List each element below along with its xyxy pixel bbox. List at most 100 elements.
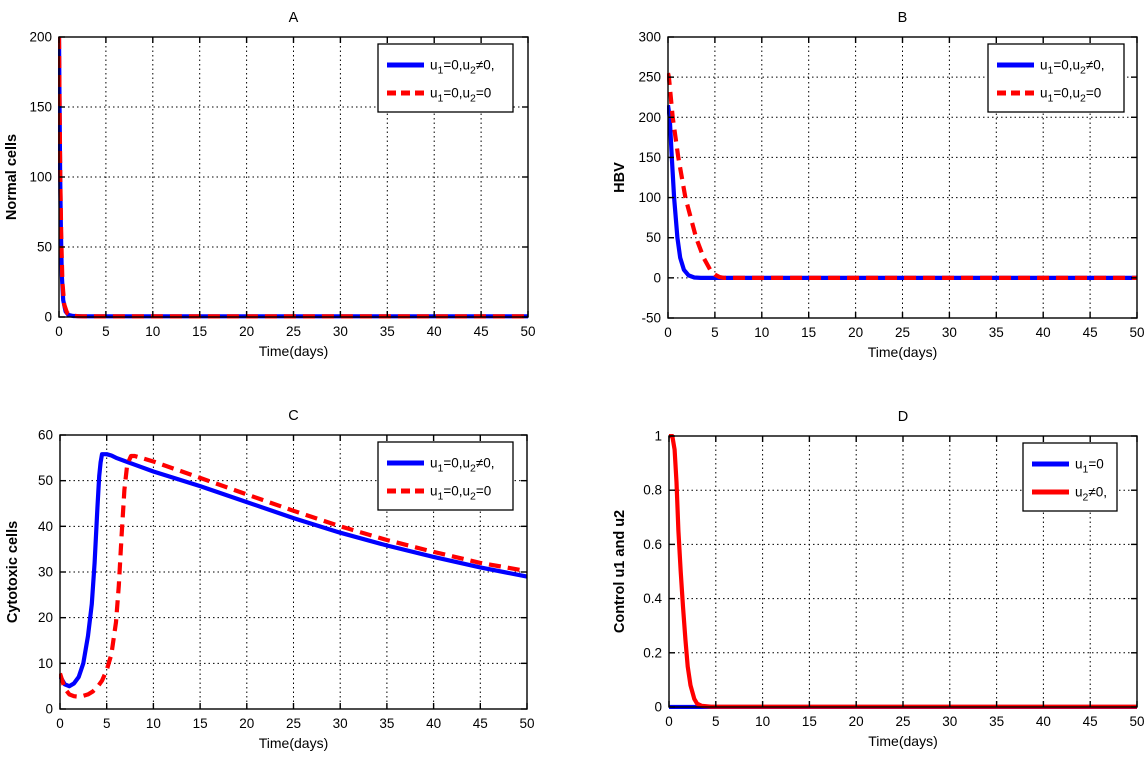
- svg-text:0: 0: [653, 270, 661, 285]
- svg-text:45: 45: [1083, 714, 1098, 729]
- y-axis-label: Control u1 and u2: [612, 510, 628, 633]
- x-axis-label: Time(days): [868, 733, 938, 749]
- chart-a-svg: 0 5 10 15 20 25 30 35 40 45 50 0 50 100 150 200 A Time(da…: [4, 10, 536, 359]
- svg-text:35: 35: [989, 325, 1004, 340]
- legend-entry-label: u1=0,u2=0: [1040, 86, 1101, 105]
- legend-entry-label: u1=0: [1075, 457, 1104, 476]
- svg-text:10: 10: [145, 324, 160, 339]
- axes-frame: [668, 435, 1138, 708]
- legend-entry-label: u2≠0,: [1075, 485, 1107, 504]
- svg-text:40: 40: [426, 716, 441, 731]
- svg-text:-50: -50: [641, 311, 661, 326]
- subplot-a: 0 5 10 15 20 25 30 35 40 45 50 0 50 100 150 200 A Time(da…: [0, 0, 574, 383]
- svg-text:20: 20: [239, 716, 254, 731]
- tick-labels: 0 5 10 15 20 25 30 35 40 45 50 0 0.2 0.4 0.6 0.8 1: [643, 429, 1144, 730]
- svg-text:30: 30: [333, 324, 348, 339]
- subplot-d: 0 5 10 15 20 25 30 35 40 45 50 0 0.2 0.4 0.6 0.8 1 D Time(…: [574, 383, 1148, 766]
- tick-labels: 0 5 10 15 20 25 30 35 40 45 50 0 50 100 150 200: [29, 30, 535, 340]
- svg-text:100: 100: [29, 170, 52, 185]
- svg-text:200: 200: [29, 30, 52, 45]
- series-line-blue: [59, 452, 528, 689]
- x-axis-label: Time(days): [259, 343, 329, 359]
- grid-lines: [60, 435, 527, 709]
- tick-labels: 0 5 10 15 20 25 30 35 40 45 50-5005010015020025030…: [638, 30, 1144, 341]
- series-group: [667, 72, 1137, 280]
- svg-text:15: 15: [193, 716, 208, 731]
- chart-c-svg: 0 5 10 15 20 25 30 35 40 45 50 0 10 20 30 40 50 60 C Time(d…: [5, 408, 535, 751]
- svg-text:60: 60: [38, 428, 53, 443]
- svg-text:40: 40: [1036, 714, 1051, 729]
- svg-text:30: 30: [942, 714, 957, 729]
- y-axis-label: Normal cells: [4, 134, 20, 220]
- svg-text:10: 10: [755, 714, 770, 729]
- legend-entry-label: u1=0,u2=0: [430, 86, 491, 105]
- svg-text:10: 10: [146, 716, 161, 731]
- svg-text:0.2: 0.2: [643, 645, 662, 660]
- svg-text:10: 10: [38, 656, 53, 671]
- svg-text:100: 100: [638, 190, 661, 205]
- svg-text:0.8: 0.8: [643, 483, 662, 498]
- svg-text:20: 20: [239, 324, 254, 339]
- svg-text:30: 30: [333, 716, 348, 731]
- legend-entry-label: u1=0,u2≠0,: [1040, 58, 1105, 77]
- svg-text:40: 40: [1036, 325, 1051, 340]
- chart-title: B: [898, 10, 908, 26]
- svg-text:50: 50: [37, 240, 52, 255]
- series-line-red: [669, 434, 1137, 709]
- svg-text:20: 20: [849, 714, 864, 729]
- svg-text:250: 250: [638, 70, 661, 85]
- x-axis-label: Time(days): [259, 735, 329, 751]
- svg-text:30: 30: [942, 325, 957, 340]
- series-group: [58, 36, 528, 319]
- svg-text:5: 5: [102, 324, 110, 339]
- svg-text:20: 20: [848, 325, 863, 340]
- svg-text:5: 5: [712, 714, 720, 729]
- tick-labels: 0 5 10 15 20 25 30 35 40 45 50 0 10 20 30 40 50 60: [38, 428, 535, 732]
- svg-text:20: 20: [38, 610, 53, 625]
- svg-text:0: 0: [44, 310, 52, 325]
- svg-text:25: 25: [895, 714, 910, 729]
- svg-text:50: 50: [520, 324, 535, 339]
- legend: u1=0,u2≠0, u1=0,u2=0: [377, 43, 514, 113]
- svg-text:45: 45: [474, 324, 489, 339]
- chart-d-svg: 0 5 10 15 20 25 30 35 40 45 50 0 0.2 0.4 0.6 0.8 1 D Time(…: [612, 409, 1145, 749]
- axes-frame: [667, 36, 1138, 319]
- svg-text:50: 50: [646, 230, 661, 245]
- svg-text:0.4: 0.4: [643, 591, 662, 606]
- series-line-red: [667, 72, 1137, 280]
- svg-text:50: 50: [38, 473, 53, 488]
- legend: u1=0,u2≠0, u1=0,u2=0: [987, 43, 1125, 113]
- svg-text:50: 50: [519, 716, 534, 731]
- svg-text:15: 15: [802, 714, 817, 729]
- svg-text:35: 35: [379, 716, 394, 731]
- legend: u1=0,u2≠0, u1=0,u2=0: [377, 441, 514, 511]
- svg-text:0: 0: [55, 324, 63, 339]
- axes-frame: [59, 434, 528, 710]
- y-axis-label: Cytotoxic cells: [5, 521, 21, 623]
- svg-text:0: 0: [45, 702, 53, 717]
- subplot-c: 0 5 10 15 20 25 30 35 40 45 50 0 10 20 30 40 50 60 C Time(d…: [0, 383, 574, 766]
- svg-text:150: 150: [29, 100, 52, 115]
- svg-text:150: 150: [638, 150, 661, 165]
- svg-text:0: 0: [654, 700, 662, 715]
- svg-text:15: 15: [801, 325, 816, 340]
- subplot-b: 0 5 10 15 20 25 30 35 40 45 50 -50 0 50 100 150 200 250 30…: [574, 0, 1148, 383]
- svg-text:45: 45: [1083, 325, 1098, 340]
- svg-text:0: 0: [56, 716, 64, 731]
- x-axis-label: Time(days): [868, 344, 938, 360]
- chart-title: C: [288, 408, 298, 424]
- series-line-blue: [667, 104, 1137, 280]
- svg-text:50: 50: [1129, 714, 1144, 729]
- legend-entry-label: u1=0,u2≠0,: [430, 58, 495, 77]
- legend: u1=0 u2≠0,: [1022, 442, 1118, 512]
- svg-text:45: 45: [473, 716, 488, 731]
- series-group: [59, 452, 528, 699]
- svg-text:35: 35: [989, 714, 1004, 729]
- svg-text:30: 30: [38, 565, 53, 580]
- svg-text:40: 40: [427, 324, 442, 339]
- series-line-red: [58, 36, 528, 319]
- series-line-red: [59, 453, 528, 699]
- svg-text:25: 25: [895, 325, 910, 340]
- svg-text:10: 10: [754, 325, 769, 340]
